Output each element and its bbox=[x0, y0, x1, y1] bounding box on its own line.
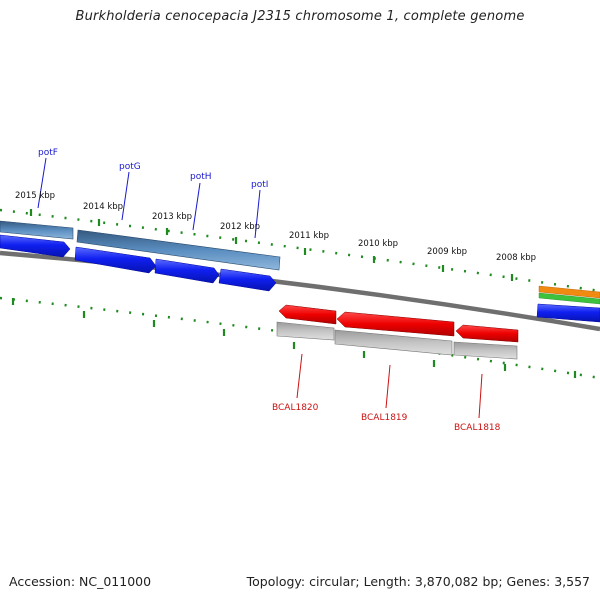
cds-forward-potG bbox=[74, 246, 157, 274]
cds-forward-potF bbox=[0, 234, 71, 258]
right-edge-features bbox=[536, 285, 600, 323]
feature-forward-2 bbox=[76, 229, 281, 271]
feature-green bbox=[538, 292, 600, 305]
gene-label-potH: potH bbox=[190, 172, 212, 182]
feature-orange bbox=[538, 285, 600, 299]
inner-tick-ring bbox=[0, 296, 600, 380]
feature-reverse-1 bbox=[276, 321, 335, 341]
outer-tick-ring bbox=[0, 208, 600, 293]
ruler-label: 2012 kbp bbox=[220, 222, 260, 232]
reverse-leader-lines bbox=[296, 353, 483, 419]
feature-forward-1 bbox=[0, 220, 74, 240]
cds-reverse-BCAL1818 bbox=[455, 324, 519, 343]
accession-text: Accession: NC_011000 bbox=[9, 574, 152, 589]
inner-major-ticks bbox=[11, 298, 577, 378]
forward-leader-lines bbox=[37, 157, 261, 239]
ruler-label: 2015 kbp bbox=[15, 191, 55, 201]
feature-reverse-3 bbox=[453, 341, 518, 360]
forward-gene-labels: potF potG potH potI bbox=[38, 148, 268, 190]
gene-label-potI: potI bbox=[251, 180, 268, 190]
reverse-feature-track bbox=[276, 321, 518, 360]
map-title: Burkholderia cenocepacia J2315 chromosom… bbox=[75, 9, 525, 24]
cds-reverse-BCAL1819 bbox=[336, 311, 455, 337]
ruler-label: 2009 kbp bbox=[427, 247, 467, 257]
reverse-gene-labels: BCAL1820 BCAL1819 BCAL1818 bbox=[272, 403, 501, 433]
forward-cds-track bbox=[0, 234, 277, 292]
gene-label-BCAL1818: BCAL1818 bbox=[454, 423, 501, 433]
cds-reverse-BCAL1820 bbox=[278, 304, 337, 325]
genome-summary-text: Topology: circular; Length: 3,870,082 bp… bbox=[246, 574, 590, 589]
ruler-labels: 2015 kbp 2014 kbp 2013 kbp 2012 kbp 2011… bbox=[15, 191, 536, 263]
ruler-label: 2013 kbp bbox=[152, 212, 192, 222]
ruler-label: 2011 kbp bbox=[289, 231, 329, 241]
gene-label-BCAL1819: BCAL1819 bbox=[361, 413, 408, 423]
gene-label-potF: potF bbox=[38, 148, 58, 158]
forward-feature-track bbox=[0, 220, 281, 271]
ruler-label: 2014 kbp bbox=[83, 202, 123, 212]
cds-forward-edge bbox=[536, 303, 600, 323]
gene-label-BCAL1820: BCAL1820 bbox=[272, 403, 319, 413]
reverse-cds-track bbox=[278, 304, 519, 343]
feature-reverse-2 bbox=[334, 329, 453, 356]
gene-label-potG: potG bbox=[119, 162, 141, 172]
ruler-label: 2008 kbp bbox=[496, 253, 536, 263]
outer-major-ticks bbox=[29, 209, 514, 281]
cds-forward-potI bbox=[218, 268, 277, 292]
cds-forward-potH bbox=[154, 258, 220, 284]
ruler-label: 2010 kbp bbox=[358, 239, 398, 249]
